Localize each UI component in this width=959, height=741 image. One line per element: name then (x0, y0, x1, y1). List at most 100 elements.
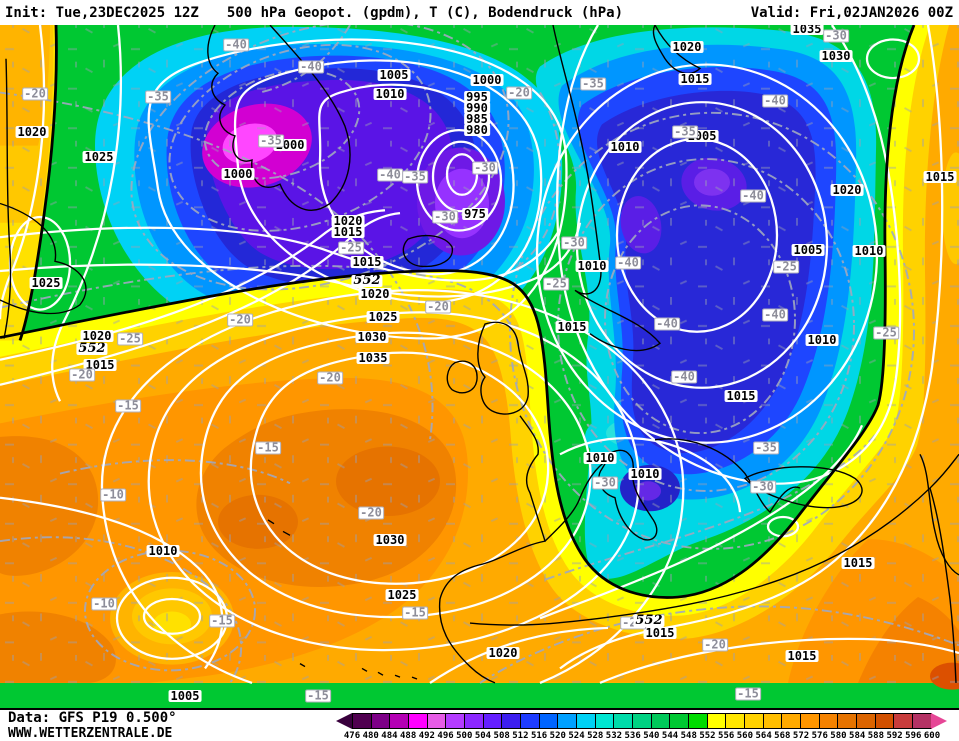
colorbar-cell (689, 714, 708, 728)
colorbar-cell (745, 714, 764, 728)
gpdm-552-label: 552 (633, 613, 665, 628)
colorbar-tick-label: 584 (849, 731, 866, 741)
temperature-label: -20 (227, 312, 253, 327)
pressure-label: 1025 (29, 276, 63, 290)
temperature-label: -20 (506, 85, 532, 100)
pressure-label: 1005 (791, 243, 825, 257)
temperature-label: -10 (91, 596, 117, 611)
pressure-label: 980 (464, 123, 490, 137)
temperature-label: -10 (100, 487, 126, 502)
temperature-label: -35 (145, 89, 171, 104)
temperature-label: -20 (358, 505, 384, 520)
temperature-contours (0, 25, 959, 684)
colorbar (352, 713, 932, 729)
colorbar-tick-label: 592 (886, 731, 903, 741)
gpdm-552-label: 552 (76, 341, 108, 356)
colorbar-tick-label: 480 (362, 731, 379, 741)
temperature-label: -25 (773, 259, 799, 274)
valid-time-label: Valid: Fri,02JAN2026 00Z (750, 4, 953, 21)
colorbar-cell (483, 714, 503, 728)
temperature-label: -30 (561, 235, 587, 250)
temperature-label: -20 (425, 299, 451, 314)
pressure-label: 1030 (819, 49, 853, 63)
colorbar-cell (651, 714, 671, 728)
pressure-label: 1025 (82, 150, 116, 164)
colorbar-cell (670, 714, 690, 728)
colorbar-tick-label: 508 (493, 731, 510, 741)
temperature-label: -15 (305, 688, 331, 703)
temperature-label: -40 (377, 167, 403, 182)
map-header: Init: Tue,23DEC2025 12Z 500 hPa Geopot. … (0, 0, 959, 25)
colorbar-tick-label: 576 (811, 731, 828, 741)
pressure-label: 1010 (805, 333, 839, 347)
pressure-label: 1015 (83, 358, 117, 372)
pressure-label: 1020 (15, 125, 49, 139)
pressure-label: 1010 (575, 259, 609, 273)
temperature-label: -40 (762, 307, 788, 322)
colorbar-cell (371, 714, 391, 728)
temperature-label: -20 (69, 367, 95, 382)
colorbar-cell (913, 714, 931, 728)
temperature-label: -15 (255, 440, 281, 455)
pressure-label: 1030 (355, 330, 389, 344)
pressure-label: 1015 (923, 170, 957, 184)
temperature-label: -40 (654, 316, 680, 331)
colorbar-tick-label: 560 (736, 731, 754, 741)
colorbar-tick-label: 564 (755, 731, 772, 741)
colorbar-tick-label: 568 (774, 731, 791, 741)
colorbar-cell (539, 714, 559, 728)
pressure-label: 1005 (377, 68, 411, 82)
temperature-label: -35 (580, 76, 606, 91)
temperature-label: -30 (592, 475, 618, 490)
temperature-label: -20 (22, 86, 48, 101)
temperature-label: -40 (298, 59, 324, 74)
colorbar-cell (857, 714, 876, 728)
data-source-label: Data: GFS P19 0.500° (8, 710, 177, 726)
colorbar-tick-label: 504 (474, 731, 492, 741)
colorbar-cell (726, 714, 746, 728)
colorbar-tick-label: 596 (905, 731, 922, 741)
colorbar-cell (595, 714, 615, 728)
pressure-label: 1010 (852, 244, 886, 258)
pressure-label: 1035 (790, 25, 824, 36)
colorbar-tick-label: 548 (680, 731, 697, 741)
pressure-label: 1015 (350, 255, 384, 269)
temperature-label: -40 (740, 188, 766, 203)
gpdm-552-label: 552 (351, 273, 383, 288)
colorbar-cell (577, 714, 596, 728)
colorbar-tick-label: 492 (418, 731, 435, 741)
temperature-label: -15 (209, 613, 235, 628)
temperature-label: -30 (823, 28, 849, 43)
colorbar-cell (353, 714, 372, 728)
colorbar-cell (614, 714, 634, 728)
pressure-label: 1015 (678, 72, 712, 86)
colorbar-cell (427, 714, 447, 728)
colorbar-tick-label: 600 (923, 731, 941, 741)
temperature-label: -40 (223, 37, 249, 52)
colorbar-tick-label: 524 (568, 731, 585, 741)
colorbar-cell (390, 714, 410, 728)
pressure-label: 1000 (470, 73, 504, 87)
colorbar-left-arrow-icon (336, 713, 352, 729)
pressure-label: 1010 (583, 451, 617, 465)
temperature-label: -35 (402, 169, 428, 184)
colorbar-cell (763, 714, 783, 728)
colorbar-cell (782, 714, 802, 728)
pressure-label: 1010 (608, 140, 642, 154)
colorbar-tick-label: 512 (512, 731, 529, 741)
weather-map: 1005 1010 1000 995 990 985 980 975 1000 1000 1020 1… (0, 25, 959, 710)
temperature-label: -40 (762, 93, 788, 108)
colorbar-cell (409, 714, 428, 728)
chart-title: 500 hPa Geopot. (gpdm), T (C), Bodendruc… (226, 4, 624, 21)
pressure-label: 1030 (373, 533, 407, 547)
pressure-label: 1025 (366, 310, 400, 324)
temperature-label: -35 (753, 440, 779, 455)
temperature-label: -20 (317, 370, 343, 385)
temperature-label: -25 (543, 276, 569, 291)
pressure-label: 975 (462, 207, 488, 221)
pressure-label: 985 (464, 112, 490, 126)
temperature-label: -25 (873, 325, 899, 340)
pressure-label: 1015 (841, 556, 875, 570)
colorbar-tick-label: 516 (530, 731, 548, 741)
